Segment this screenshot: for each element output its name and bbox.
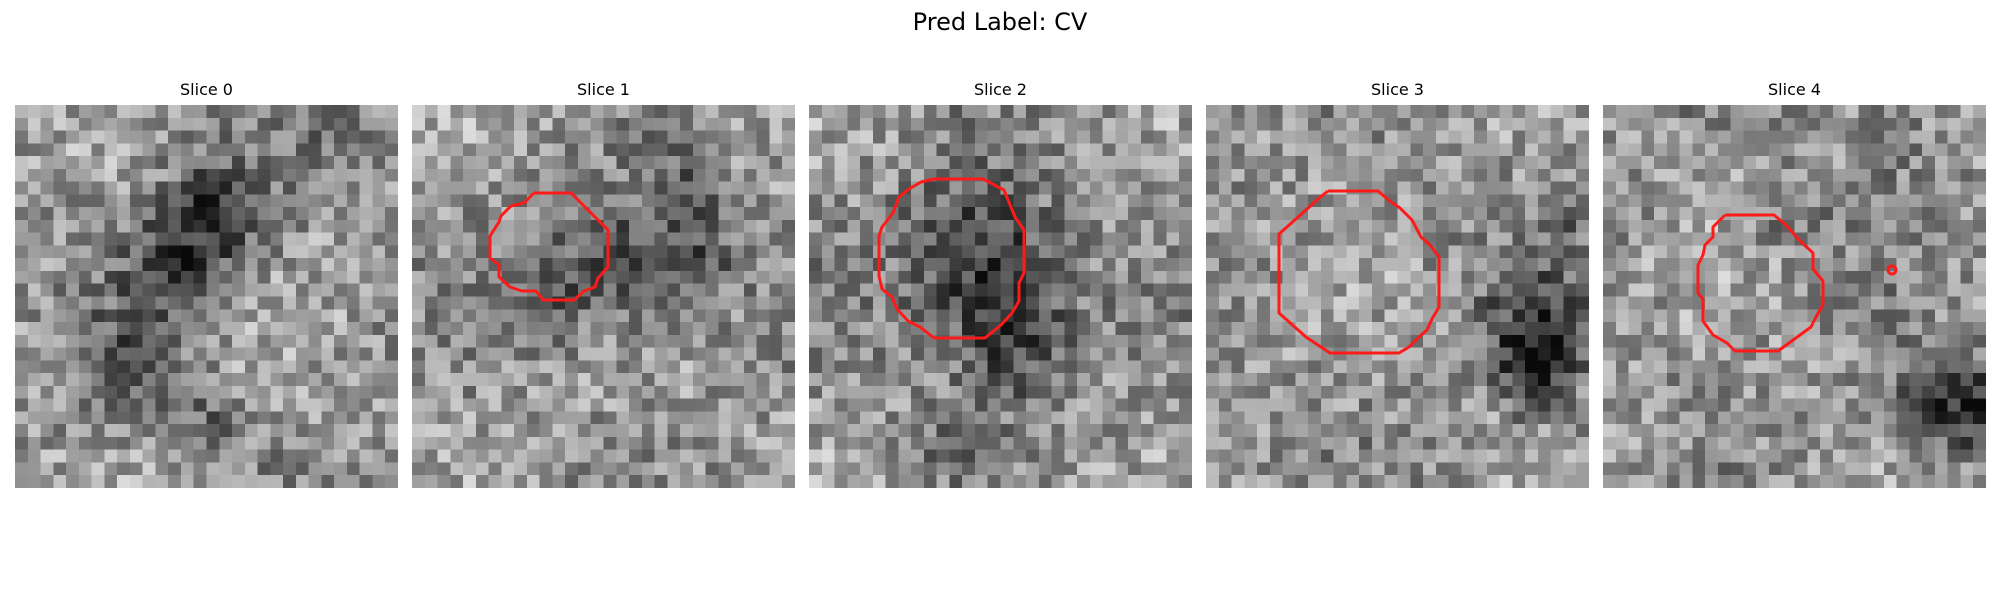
contour-overlay bbox=[877, 177, 1026, 340]
slice-title: Slice 0 bbox=[180, 80, 233, 99]
slice-panel-0: Slice 0 bbox=[15, 80, 398, 488]
slice-title: Slice 1 bbox=[577, 80, 630, 99]
slice-image bbox=[412, 105, 795, 488]
segmentation-contour bbox=[1696, 213, 1825, 353]
slice-panel-2: Slice 2 bbox=[809, 80, 1192, 488]
slice-panel-1: Slice 1 bbox=[412, 80, 795, 488]
slice-title: Slice 4 bbox=[1768, 80, 1821, 99]
contour-overlay bbox=[1696, 213, 1898, 353]
slice-panel-4: Slice 4 bbox=[1603, 80, 1986, 488]
figure-title: Pred Label: CV bbox=[912, 8, 1088, 36]
segmentation-contour bbox=[488, 191, 610, 302]
slice-image bbox=[1603, 105, 1986, 488]
segmentation-contour bbox=[1277, 189, 1441, 355]
slice-image bbox=[1206, 105, 1589, 488]
slice-image bbox=[809, 105, 1192, 488]
slice-title: Slice 3 bbox=[1371, 80, 1424, 99]
contour-overlay bbox=[488, 191, 610, 302]
small-contour bbox=[1886, 264, 1898, 276]
contour-overlay bbox=[1277, 189, 1441, 355]
slice-image bbox=[15, 105, 398, 488]
segmentation-contour bbox=[877, 177, 1026, 340]
slice-title: Slice 2 bbox=[974, 80, 1027, 99]
slice-panel-3: Slice 3 bbox=[1206, 80, 1589, 488]
